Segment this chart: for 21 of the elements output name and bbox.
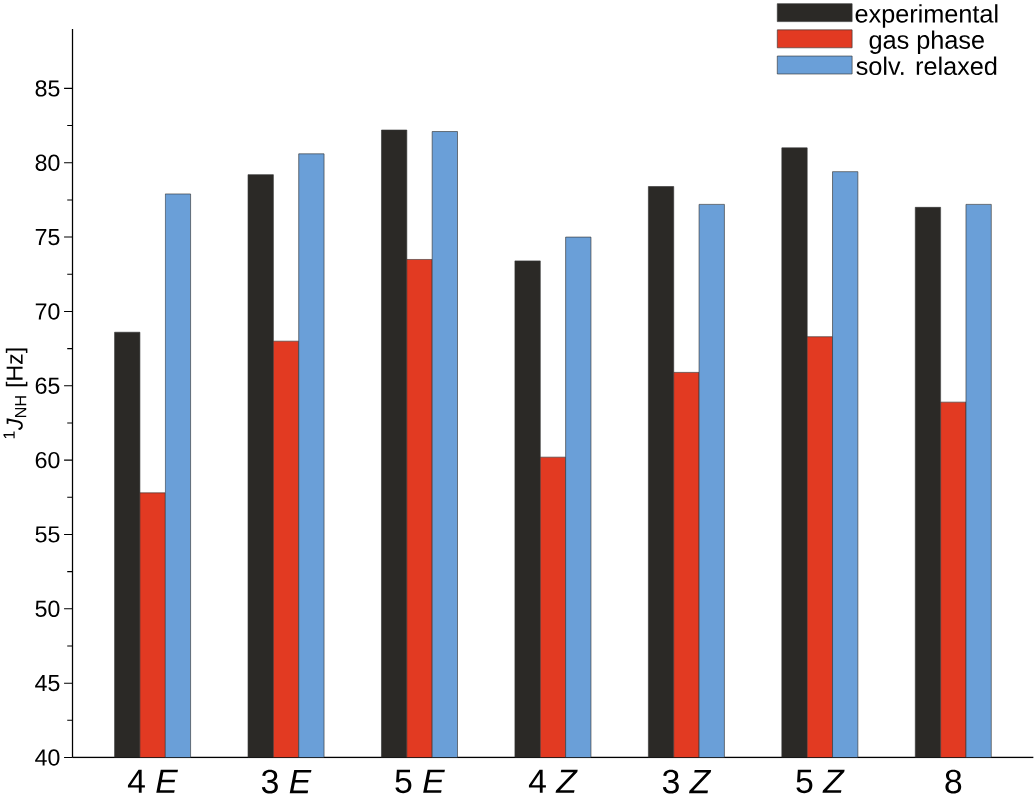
x-tick-label: 4 Z (528, 769, 578, 793)
x-tick-label: 3 Z (662, 769, 712, 794)
y-tick-label: 55 (35, 526, 60, 543)
legend-label: experimental (855, 4, 998, 28)
y-tick-label: 50 (35, 600, 60, 618)
y-tick-label: 40 (35, 749, 60, 766)
y-tick-label: 70 (35, 303, 60, 320)
x-tick-label: 8 (945, 769, 962, 794)
y-tick-label: 45 (35, 675, 60, 692)
x-tick-label: 4 E (127, 769, 178, 793)
y-tick-label: 60 (35, 451, 60, 469)
y-tick-label: 65 (35, 377, 60, 394)
x-tick-label: 5 Z (796, 769, 845, 794)
y-tick-label: 80 (35, 154, 60, 171)
legend-label: gas phase (869, 30, 984, 54)
y-axis-title: $^{1}$J$_{NH}$ [Hz] (3, 348, 28, 439)
legend-label: solv. relaxed (856, 56, 997, 76)
x-tick-label: 3 E (261, 769, 312, 794)
x-tick-label: 5 E (395, 769, 445, 794)
y-tick-label: 85 (35, 80, 60, 97)
y-tick-label: 75 (35, 229, 60, 246)
